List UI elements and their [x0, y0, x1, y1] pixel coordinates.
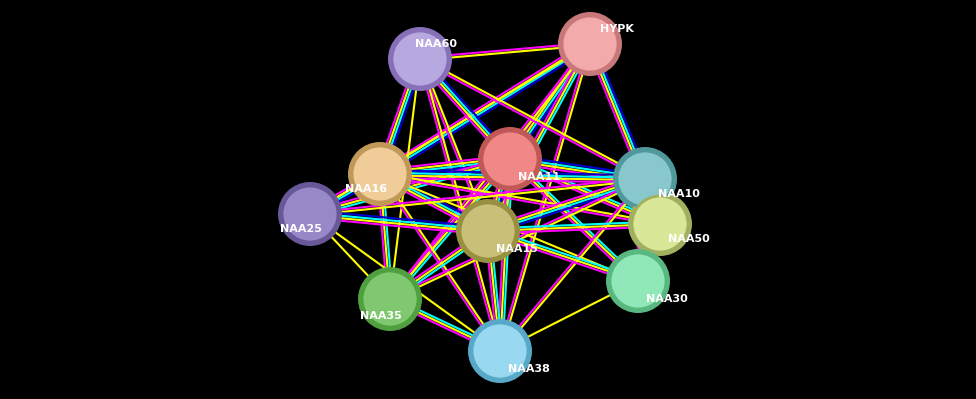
- Ellipse shape: [482, 131, 538, 187]
- Text: NAA25: NAA25: [280, 224, 322, 234]
- Ellipse shape: [352, 146, 408, 202]
- Ellipse shape: [628, 192, 692, 256]
- Text: NAA60: NAA60: [415, 39, 457, 49]
- Ellipse shape: [632, 196, 688, 252]
- Ellipse shape: [460, 203, 516, 259]
- Ellipse shape: [562, 16, 618, 72]
- Ellipse shape: [456, 199, 520, 263]
- Ellipse shape: [348, 142, 412, 206]
- Text: NAA50: NAA50: [668, 234, 710, 244]
- Ellipse shape: [617, 151, 673, 207]
- Text: NAA15: NAA15: [496, 244, 538, 254]
- Ellipse shape: [472, 323, 528, 379]
- Text: NAA35: NAA35: [360, 311, 402, 321]
- Ellipse shape: [606, 249, 670, 313]
- Text: NAA30: NAA30: [646, 294, 688, 304]
- Ellipse shape: [610, 253, 666, 309]
- Ellipse shape: [478, 127, 542, 191]
- Ellipse shape: [613, 147, 677, 211]
- Ellipse shape: [282, 186, 338, 242]
- Ellipse shape: [392, 31, 448, 87]
- Text: HYPK: HYPK: [600, 24, 633, 34]
- Ellipse shape: [388, 27, 452, 91]
- Ellipse shape: [358, 267, 422, 331]
- Text: NAA10: NAA10: [658, 189, 700, 199]
- Text: NAA11: NAA11: [518, 172, 560, 182]
- Ellipse shape: [558, 12, 622, 76]
- Text: NAA16: NAA16: [345, 184, 387, 194]
- Text: NAA38: NAA38: [508, 364, 549, 374]
- Ellipse shape: [278, 182, 342, 246]
- Ellipse shape: [362, 271, 418, 327]
- Ellipse shape: [468, 319, 532, 383]
